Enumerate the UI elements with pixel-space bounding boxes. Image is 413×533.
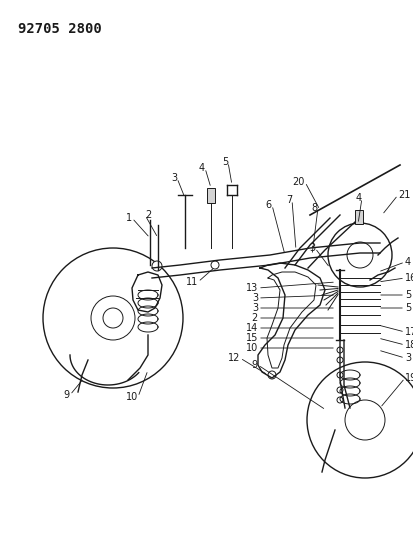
Text: 5: 5	[404, 290, 410, 300]
Text: 4: 4	[355, 193, 361, 203]
Text: 2: 2	[145, 210, 151, 220]
Text: 10: 10	[245, 343, 257, 353]
Bar	[206, 188, 214, 203]
Text: 16: 16	[404, 273, 413, 283]
Text: 20: 20	[292, 177, 304, 187]
Text: 6: 6	[265, 200, 271, 210]
Circle shape	[336, 347, 342, 353]
Text: 21: 21	[397, 190, 409, 200]
Text: 9: 9	[64, 390, 70, 400]
Text: 3: 3	[251, 293, 257, 303]
Text: 14: 14	[245, 323, 257, 333]
Text: 3: 3	[251, 303, 257, 313]
Text: 8: 8	[311, 203, 317, 213]
Text: 11: 11	[185, 277, 197, 287]
Circle shape	[211, 261, 218, 269]
Bar	[354, 210, 362, 224]
Text: 13: 13	[245, 283, 257, 293]
Text: 17: 17	[404, 327, 413, 337]
Text: 12: 12	[227, 353, 240, 363]
Text: 18: 18	[404, 340, 413, 350]
Circle shape	[152, 261, 161, 271]
Circle shape	[336, 357, 342, 363]
Text: 5: 5	[404, 303, 410, 313]
Text: 9: 9	[251, 360, 257, 370]
Text: 1: 1	[126, 213, 132, 223]
Text: 19: 19	[404, 373, 413, 383]
Text: 4: 4	[404, 257, 410, 267]
Text: 5: 5	[221, 157, 228, 167]
Text: 2: 2	[251, 313, 257, 323]
Circle shape	[267, 371, 275, 379]
Text: 10: 10	[126, 392, 138, 402]
Text: 4: 4	[198, 163, 204, 173]
Text: 3: 3	[171, 173, 177, 183]
Text: 15: 15	[245, 333, 257, 343]
Text: 3: 3	[404, 353, 410, 363]
Circle shape	[336, 372, 342, 378]
Circle shape	[336, 397, 342, 403]
Text: 92705 2800: 92705 2800	[18, 22, 102, 36]
Text: 7: 7	[285, 195, 291, 205]
Circle shape	[336, 387, 342, 393]
Text: 3: 3	[308, 243, 314, 253]
